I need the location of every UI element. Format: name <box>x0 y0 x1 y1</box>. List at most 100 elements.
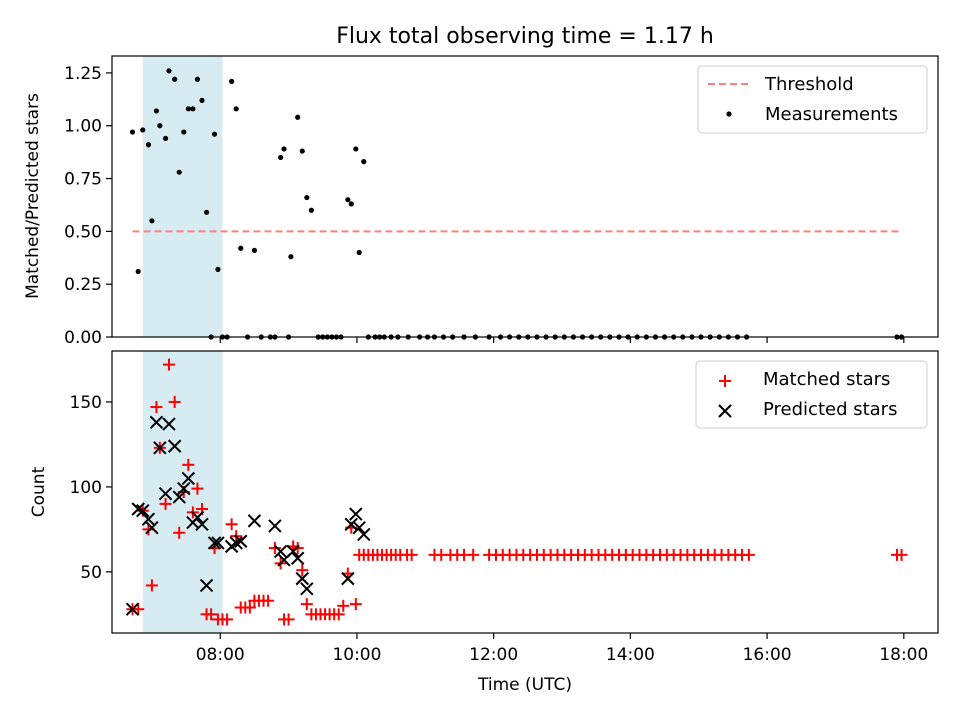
measurement-point <box>129 129 136 135</box>
top-y-tick-label: 0.50 <box>64 222 102 242</box>
x-axis-label: Time (UTC) <box>477 675 572 695</box>
top-y-tick-label: 0.75 <box>64 170 102 190</box>
measurement-point <box>172 76 178 82</box>
bottom-legend: Matched stars Predicted stars <box>695 360 928 429</box>
measurement-point <box>181 129 187 135</box>
matched-star-marker <box>205 608 218 621</box>
x-tick-label: 14:00 <box>606 645 655 665</box>
predicted-star-marker <box>145 520 159 535</box>
predicted-star-marker <box>229 536 243 550</box>
predicted-star-marker <box>190 510 205 525</box>
legend-threshold-label: Threshold <box>764 74 854 95</box>
measurement-point <box>361 159 367 165</box>
chart-title: Flux total observing time = 1.17 h <box>336 24 714 49</box>
predicted-star-marker <box>341 571 355 586</box>
legend-measurements-swatch <box>726 111 732 117</box>
measurement-point <box>229 78 235 84</box>
bottom-axes-frame <box>111 350 939 634</box>
x-tick-label: 08:00 <box>196 645 245 665</box>
matched-star-marker <box>742 548 755 561</box>
matched-star-marker <box>132 603 145 616</box>
predicted-star-marker <box>247 514 262 528</box>
measurement-point <box>348 201 354 207</box>
predicted-star-marker <box>349 507 363 521</box>
predicted-star-marker <box>352 520 366 535</box>
predicted-star-marker <box>273 544 288 559</box>
predicted-star-marker <box>131 502 145 516</box>
measurement-point <box>233 106 239 112</box>
predicted-star-marker <box>141 512 156 526</box>
predicted-star-marker <box>162 417 176 431</box>
measurement-point <box>166 68 172 74</box>
predicted-star-marker <box>344 517 358 531</box>
predicted-star-marker <box>195 517 209 531</box>
bottom-x-ticks: 08:00 10:00 12:00 14:00 16:00 18:00 <box>196 633 928 665</box>
measurement-point <box>251 247 258 253</box>
matched-star-marker <box>268 542 281 555</box>
bottom-y-tick-label: 100 <box>70 478 102 498</box>
matched-star-marker <box>145 579 158 592</box>
measurement-point <box>281 146 287 152</box>
predicted-star-marker <box>158 486 173 501</box>
x-tick-label: 16:00 <box>743 645 792 665</box>
bottom-markers-layer <box>125 358 908 626</box>
measurement-point <box>308 207 314 213</box>
bottom-legend-box <box>695 360 928 429</box>
measurement-point <box>145 142 152 148</box>
bottom-y-tick-label: 150 <box>70 393 102 413</box>
predicted-star-marker <box>125 602 140 616</box>
top-y-ticks: 0.00 0.25 0.50 0.75 1.00 1.25 <box>64 64 112 348</box>
matched-star-marker <box>895 548 908 561</box>
matched-star-marker <box>173 526 186 539</box>
legend-matched-label: Matched stars <box>763 369 890 390</box>
top-x-ticks <box>219 337 905 343</box>
legend-measurements-label: Measurements <box>765 104 898 125</box>
matched-star-marker <box>182 458 195 471</box>
predicted-star-marker <box>199 578 214 593</box>
matched-star-marker <box>332 608 345 621</box>
top-y-tick-label: 1.25 <box>64 64 102 84</box>
matched-star-marker <box>300 598 313 611</box>
top-y-tick-label: 0.25 <box>64 275 102 295</box>
matched-star-marker <box>282 613 295 626</box>
predicted-star-marker <box>177 481 191 496</box>
matched-star-marker <box>191 482 204 495</box>
matched-star-marker <box>162 358 175 371</box>
matched-star-marker <box>168 395 181 408</box>
matched-star-marker <box>150 401 163 414</box>
x-tick-label: 10:00 <box>332 645 381 665</box>
measurement-point <box>288 254 294 260</box>
matched-star-marker <box>296 564 309 577</box>
measurement-point <box>157 123 163 129</box>
predicted-star-marker <box>172 490 186 504</box>
measurement-point <box>356 249 362 256</box>
predicted-star-marker <box>268 519 282 533</box>
predicted-star-marker <box>300 582 314 596</box>
predicted-star-marker <box>357 527 371 542</box>
predicted-star-marker <box>286 544 300 559</box>
matched-star-marker <box>349 598 362 611</box>
measurement-point <box>304 194 310 201</box>
measurement-point <box>238 245 244 251</box>
measurement-point <box>211 131 218 137</box>
top-legend-box <box>697 65 928 134</box>
predicted-star-marker <box>149 415 164 430</box>
matched-star-marker <box>467 548 480 561</box>
legend-matched-swatch <box>719 375 731 387</box>
measurement-point <box>295 114 301 120</box>
predicted-star-marker <box>234 534 248 548</box>
measurement-point <box>215 266 221 272</box>
predicted-star-marker <box>167 439 182 453</box>
measurement-point <box>140 127 146 133</box>
matched-star-marker <box>159 497 172 510</box>
matched-star-marker <box>337 599 350 612</box>
matched-star-marker <box>243 601 256 614</box>
measurement-point <box>135 268 141 275</box>
matched-star-marker <box>225 518 238 531</box>
x-tick-label: 18:00 <box>879 645 928 665</box>
measurement-point <box>299 148 305 154</box>
top-highlight-span <box>142 56 223 337</box>
measurement-point <box>176 169 182 175</box>
legend-predicted-swatch <box>718 404 732 418</box>
